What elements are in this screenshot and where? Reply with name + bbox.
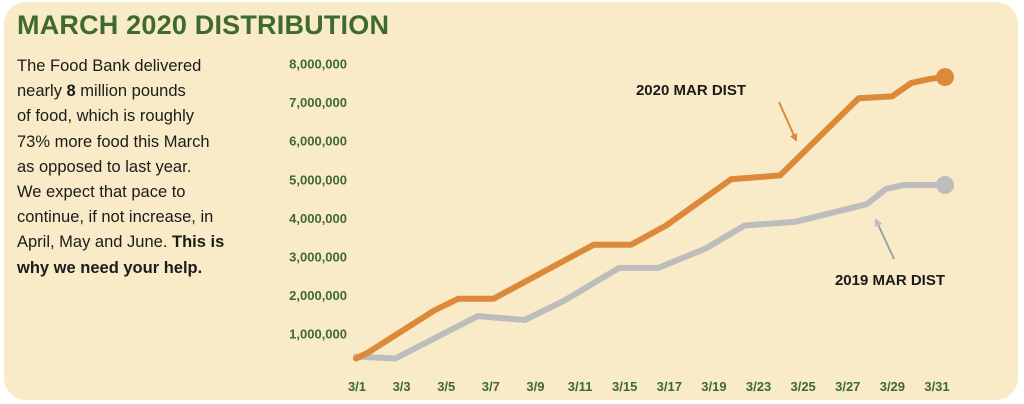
x-tick-label: 3/1 — [348, 379, 366, 394]
series-endpoint-2020 — [936, 68, 954, 87]
infographic-card — [4, 2, 1018, 400]
y-tick-label: 8,000,000 — [289, 57, 347, 72]
series-arrow-2019 — [874, 218, 895, 260]
x-tick-label: 3/29 — [880, 379, 905, 394]
description-line: The Food Bank delivered — [17, 57, 202, 75]
y-tick-label: 6,000,000 — [289, 134, 347, 149]
description-text: The Food Bank delivered nearly 8 million… — [17, 54, 257, 281]
y-tick-label: 4,000,000 — [289, 211, 347, 226]
description-line: April, May and June. This is — [17, 230, 257, 255]
description-line: continue, if not increase, in — [17, 208, 214, 227]
x-tick-label: 3/19 — [701, 379, 726, 394]
description-segment: nearly — [17, 82, 67, 101]
description-line: as opposed to last year. — [17, 157, 192, 176]
series-label-2019: 2019 MAR DIST — [835, 272, 945, 289]
x-tick-label: 3/27 — [835, 379, 860, 394]
y-tick-label: 1,000,000 — [289, 326, 347, 341]
description-line: nearly 8 million pounds — [17, 79, 257, 104]
x-tick-label: 3/5 — [437, 379, 455, 394]
y-tick-label: 5,000,000 — [289, 172, 347, 187]
y-tick-label: 3,000,000 — [289, 249, 347, 264]
y-tick-label: 7,000,000 — [289, 95, 347, 110]
description-emphasis-line: why we need your help. — [17, 258, 203, 277]
x-tick-label: 3/9 — [526, 379, 544, 394]
x-tick-label: 3/11 — [568, 379, 593, 394]
x-tick-label: 3/17 — [657, 379, 682, 394]
description-line: of food, which is roughly — [17, 107, 195, 126]
description-emphasis: This is — [172, 233, 225, 252]
page-title: MARCH 2020 DISTRIBUTION — [17, 10, 390, 40]
series-line-2019 — [353, 182, 948, 362]
series-label-2020: 2020 MAR DIST — [636, 82, 746, 99]
description-line: 73% more food this March — [17, 132, 210, 151]
x-tick-label: 3/7 — [482, 379, 500, 394]
x-tick-label: 3/3 — [393, 379, 411, 394]
x-tick-label: 3/31 — [924, 379, 949, 394]
description-line: We expect that pace to — [17, 183, 186, 202]
x-tick-label: 3/23 — [746, 379, 771, 394]
series-arrow-2020 — [778, 101, 798, 142]
description-segment: million pounds — [75, 82, 186, 101]
description-emphasis: 8 — [66, 82, 76, 101]
x-tick-label: 3/25 — [790, 379, 815, 394]
series-endpoint-2019 — [936, 176, 954, 195]
y-tick-label: 2,000,000 — [289, 288, 347, 303]
description-segment: April, May and June. — [17, 233, 172, 252]
series-line-2020 — [353, 74, 948, 362]
x-tick-label: 3/15 — [612, 379, 637, 394]
